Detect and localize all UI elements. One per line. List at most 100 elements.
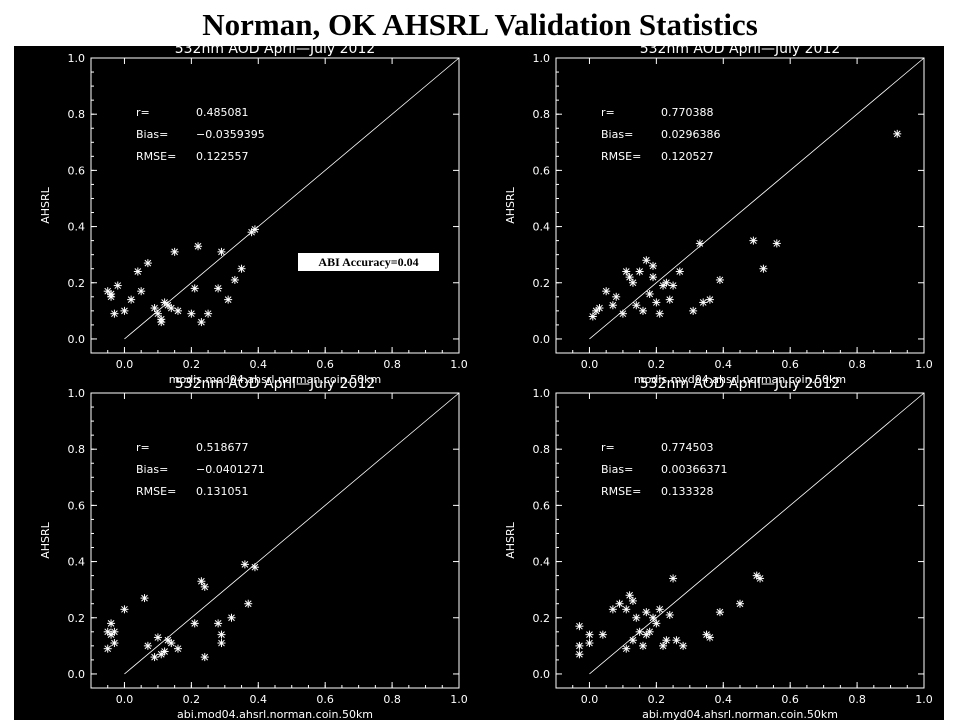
- data-point-stroke: [703, 631, 710, 638]
- data-point-stroke: [137, 287, 145, 295]
- data-point-stroke: [104, 287, 112, 295]
- data-point: [197, 318, 206, 327]
- stat-label: Bias=: [136, 463, 168, 476]
- x-tick-label: 1.0: [450, 358, 468, 371]
- y-tick-label: 0.4: [68, 221, 86, 234]
- data-point-stroke: [616, 600, 623, 608]
- data-point: [662, 278, 671, 287]
- data-point-stroke: [649, 273, 657, 281]
- data-point-stroke: [251, 563, 259, 571]
- data-point: [628, 596, 637, 605]
- data-point-stroke: [251, 226, 259, 233]
- data-point: [214, 619, 223, 628]
- data-point: [167, 639, 176, 648]
- data-point-stroke: [167, 304, 175, 312]
- data-point-stroke: [646, 290, 654, 298]
- data-point: [638, 641, 647, 650]
- data-point: [602, 287, 611, 296]
- data-point: [615, 599, 624, 608]
- stat-value: −0.0401271: [196, 463, 265, 476]
- data-point-stroke: [760, 265, 767, 273]
- x-tick-label: 0.4: [250, 358, 268, 371]
- y-tick-label: 0.2: [533, 277, 551, 290]
- data-point: [204, 309, 213, 318]
- data-point-stroke: [161, 299, 168, 306]
- data-point-stroke: [679, 642, 687, 650]
- data-point: [772, 239, 781, 248]
- page-title: Norman, OK AHSRL Validation Statistics: [202, 7, 758, 42]
- data-point-stroke: [602, 287, 610, 295]
- data-point-stroke: [224, 296, 232, 303]
- data-point-stroke: [893, 130, 901, 138]
- data-point-stroke: [164, 301, 172, 309]
- data-point-stroke: [773, 240, 781, 247]
- data-point-stroke: [750, 237, 757, 244]
- data-point: [699, 298, 708, 307]
- data-point: [103, 644, 112, 653]
- data-point-stroke: [689, 307, 697, 315]
- data-point: [759, 264, 768, 273]
- data-point-stroke: [201, 653, 209, 661]
- data-point: [153, 309, 162, 318]
- data-point: [224, 295, 233, 304]
- data-point-stroke: [104, 628, 112, 636]
- data-point: [217, 630, 226, 639]
- data-point: [187, 309, 196, 318]
- data-point-stroke: [586, 639, 593, 647]
- stat-value: 0.518677: [196, 441, 249, 454]
- data-point-stroke: [238, 265, 245, 273]
- data-point-stroke: [127, 296, 135, 303]
- data-point: [622, 644, 631, 653]
- data-point: [608, 605, 617, 614]
- y-tick-label: 0.6: [533, 499, 551, 512]
- data-point-stroke: [669, 282, 677, 289]
- y-tick-label: 0.0: [68, 668, 86, 681]
- y-tick-label: 0.8: [533, 108, 551, 121]
- data-point: [625, 273, 634, 282]
- data-point-stroke: [626, 591, 633, 599]
- y-tick-label: 0.8: [68, 443, 86, 456]
- data-point-stroke: [174, 645, 182, 653]
- data-point: [217, 247, 226, 256]
- data-point: [110, 627, 119, 636]
- data-point-stroke: [191, 285, 199, 292]
- data-point-stroke: [218, 639, 225, 647]
- data-point-stroke: [589, 313, 597, 320]
- x-axis-label: abi.mod04.ahsrl.norman.coin.50km: [177, 708, 373, 720]
- data-point: [595, 304, 604, 313]
- data-point-stroke: [663, 279, 670, 287]
- data-point: [655, 309, 664, 318]
- stat-label: Bias=: [601, 128, 633, 141]
- data-point-stroke: [174, 307, 182, 315]
- data-point-stroke: [649, 262, 657, 270]
- data-point: [230, 275, 239, 284]
- data-point-stroke: [753, 572, 761, 579]
- y-axis-label: AHSRL: [504, 186, 517, 223]
- data-point-stroke: [716, 276, 724, 284]
- data-point-stroke: [676, 268, 684, 275]
- data-point: [655, 605, 664, 614]
- data-point-stroke: [629, 597, 637, 605]
- scatter-plot-3: 532nm AOD April—July 2012 0.0 0.2 0.4 0.6 0.8…: [39, 376, 468, 720]
- x-tick-label: 0.6: [316, 358, 334, 371]
- plot-frame: [555, 392, 925, 689]
- data-point: [649, 273, 658, 282]
- data-point: [672, 636, 681, 645]
- data-point: [160, 647, 169, 656]
- data-point-stroke: [121, 605, 128, 613]
- data-point: [110, 309, 119, 318]
- data-point: [598, 630, 607, 639]
- data-point-stroke: [218, 631, 225, 638]
- data-point-stroke: [141, 594, 148, 602]
- data-point-stroke: [639, 307, 647, 315]
- x-tick-label: 0.4: [715, 693, 733, 706]
- data-point: [628, 278, 637, 287]
- data-point-stroke: [653, 620, 660, 627]
- plot-title: 532nm AOD April—July 2012: [175, 376, 376, 392]
- data-point: [736, 599, 744, 608]
- x-tick-label: 0.0: [581, 693, 599, 706]
- data-point: [622, 605, 631, 614]
- data-point: [190, 619, 199, 628]
- data-point: [170, 247, 179, 256]
- x-axis-label: modis.myd04.ahsrl.norman.coin.50km: [634, 373, 846, 386]
